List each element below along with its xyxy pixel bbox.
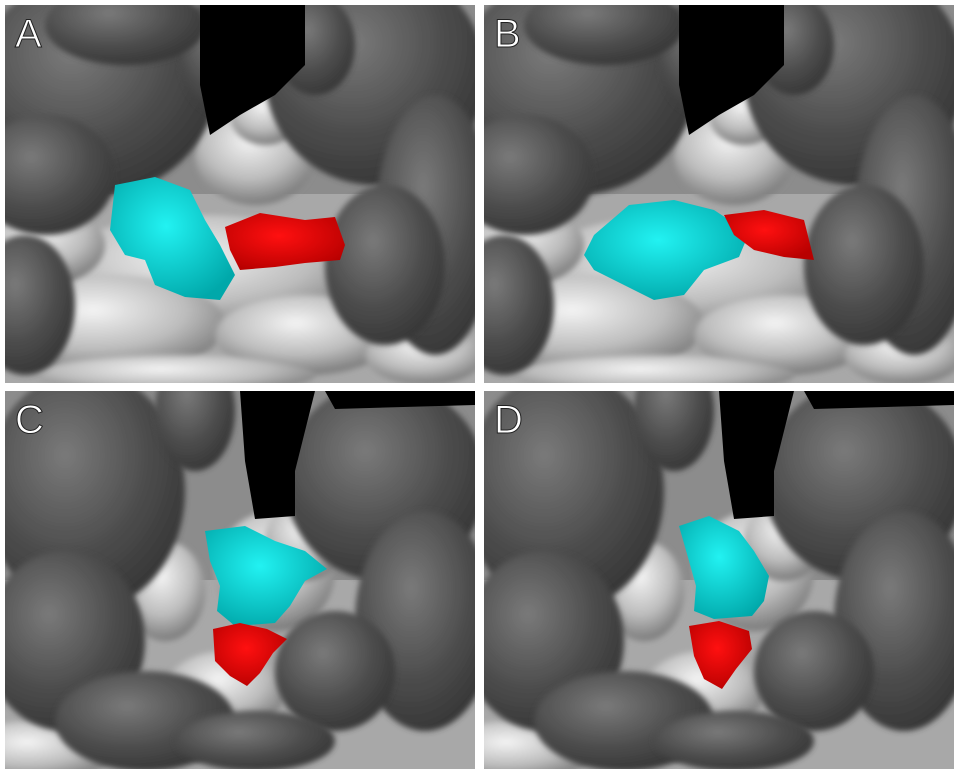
panel-image — [454, 0, 956, 395]
panel-label: A — [15, 12, 42, 56]
panel-image — [0, 0, 495, 395]
panel-image — [0, 351, 495, 773]
dark-surface — [275, 611, 395, 731]
light-surface — [514, 355, 794, 395]
dark-surface — [175, 711, 335, 771]
panel-label: D — [494, 398, 523, 442]
light-surface — [35, 355, 315, 395]
dark-surface — [325, 185, 445, 345]
panel: C — [0, 351, 495, 773]
figure: A B C D — [0, 0, 956, 773]
dark-surface — [754, 611, 874, 731]
panel: B — [454, 0, 956, 395]
panel-label: C — [15, 398, 44, 442]
dark-surface — [654, 711, 814, 771]
page: {"panels": [{"label": "A"}, {"label": "B… — [0, 0, 956, 773]
dark-surface — [804, 185, 924, 345]
panel-label: B — [494, 12, 521, 56]
panel: A — [0, 0, 495, 395]
panel: D — [434, 351, 956, 773]
